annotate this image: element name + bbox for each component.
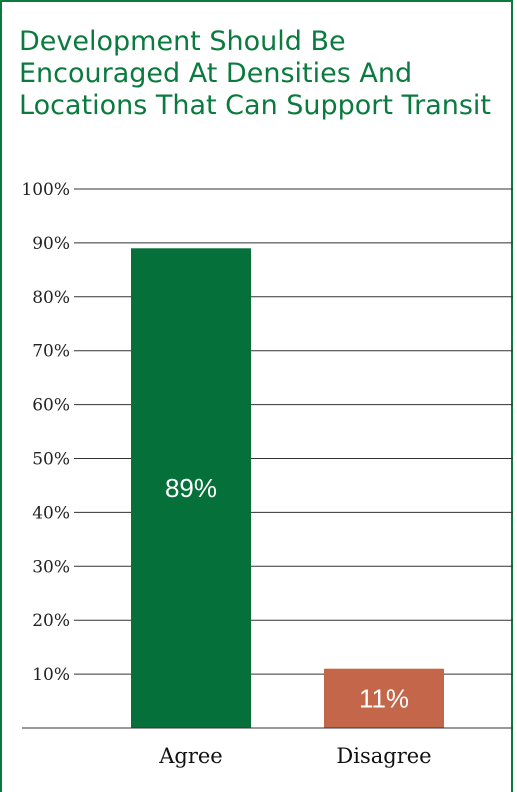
chart-title: Development Should Be Encouraged At Dens…: [19, 26, 492, 121]
data-label: 89%: [165, 473, 217, 503]
data-label: 11%: [359, 683, 409, 713]
y-tick-label: 90%: [32, 234, 70, 254]
x-category-label: Agree: [158, 744, 223, 768]
y-tick-label: 10%: [32, 665, 70, 685]
y-tick-label: 70%: [32, 342, 70, 362]
y-tick-label: 40%: [32, 503, 70, 523]
y-tick-label: 50%: [32, 450, 70, 470]
bars: 89% 11%: [131, 248, 444, 729]
x-axis-labels: Agree Disagree: [158, 744, 431, 768]
y-tick-label: 60%: [32, 396, 70, 416]
bar-agree: [131, 248, 251, 729]
x-category-label: Disagree: [336, 744, 431, 768]
y-tick-label: 100%: [21, 180, 70, 200]
y-tick-label: 20%: [32, 611, 70, 631]
y-axis-ticks: 10% 20% 30% 40% 50% 60% 70% 80% 90% 100%: [21, 180, 70, 685]
bar-disagree: [324, 668, 444, 728]
y-tick-label: 30%: [32, 557, 70, 577]
y-tick-label: 80%: [32, 288, 70, 308]
